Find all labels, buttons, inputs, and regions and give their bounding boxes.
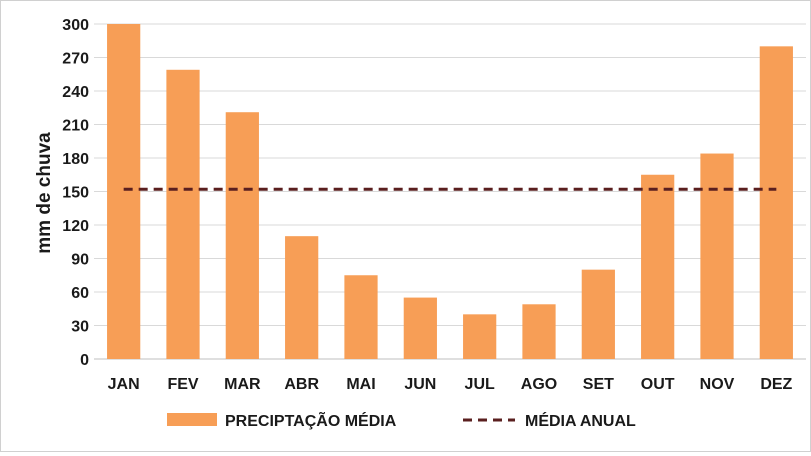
x-tick-label: ABR [284,376,319,393]
y-tick-labels: 0 30 60 90 120 150 180 210 240 270 300 [62,17,89,369]
y-tick-label: 240 [62,84,89,101]
bar-nov [700,153,734,359]
x-tick-label: OUT [641,376,675,393]
bar-abr [285,236,319,359]
gridlines [94,23,806,360]
x-tick-label: NOV [700,376,735,393]
x-tick-label: AGO [521,376,557,393]
y-tick-label: 270 [62,51,89,68]
x-tick-label: JUL [465,376,495,393]
y-tick-label: 300 [62,17,89,34]
legend-line-label: MÉDIA ANUAL [525,411,636,430]
bar-out [641,174,675,359]
legend: PRECIPTAÇÃO MÉDIA MÉDIA ANUAL [167,410,636,430]
y-tick-label: 90 [71,252,89,269]
y-tick-label: 150 [62,185,89,202]
bar-mai [344,275,378,359]
x-tick-labels: JAN FEV MAR ABR MAI JUN JUL AGO SET OUT NOV DEZ [108,376,793,393]
bars [107,24,793,360]
x-tick-label: FEV [167,376,198,393]
x-tick-label: MAR [224,376,261,393]
bar-jul [463,314,497,359]
y-axis-label: mm de chuva [34,132,55,254]
legend-bar-swatch [167,413,217,426]
legend-bar-label: PRECIPTAÇÃO MÉDIA [225,410,397,430]
y-tick-label: 30 [71,319,89,336]
x-tick-label: SET [583,376,614,393]
bar-jun [403,297,437,359]
bar-mar [225,112,259,359]
x-tick-label: DEZ [760,376,792,393]
x-tick-label: JAN [108,376,140,393]
y-tick-label: 60 [71,285,89,302]
bar-set [581,269,615,359]
y-tick-label: 120 [62,218,89,235]
x-tick-label: MAI [346,376,375,393]
y-tick-label: 180 [62,151,89,168]
bar-jan [107,24,141,359]
y-tick-label: 210 [62,118,89,135]
bar-dez [759,46,793,359]
bar-ago [522,304,556,359]
y-tick-label: 0 [80,352,89,369]
bar-fev [166,69,200,360]
x-tick-label: JUN [404,376,436,393]
